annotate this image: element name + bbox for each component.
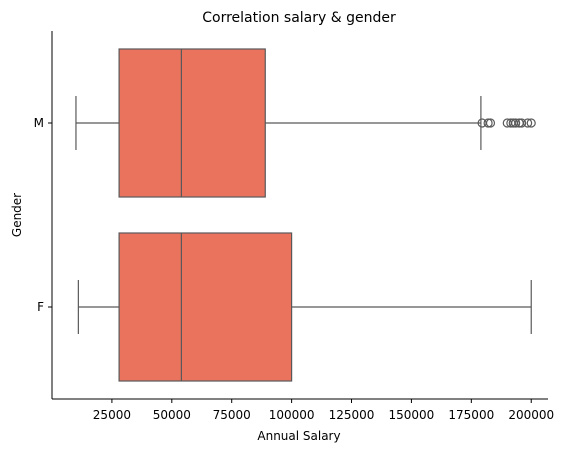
x-tick-label: 75000: [213, 408, 251, 422]
outlier-m: [517, 118, 527, 128]
outlier-m: [523, 118, 533, 128]
y-tick-label: M: [34, 116, 44, 130]
boxes-layer: [75, 48, 536, 382]
y-ticks: MF: [34, 116, 52, 314]
x-tick-label: 100000: [269, 408, 315, 422]
outlier-m: [483, 118, 493, 128]
x-tick-label: 150000: [389, 408, 435, 422]
box-m: [118, 48, 266, 198]
x-tick-label: 125000: [329, 408, 375, 422]
x-tick-label: 200000: [508, 408, 554, 422]
x-tick-label: 25000: [93, 408, 131, 422]
outlier-m: [485, 118, 496, 128]
x-ticks: 25000 50000 75000 100000 125000 150000 175000 2…: [93, 399, 554, 422]
box-group-m: [75, 48, 536, 198]
outlier-m: [526, 118, 536, 128]
x-axis-label: Annual Salary: [257, 429, 340, 443]
x-tick-label: 50000: [153, 408, 191, 422]
outlier-m: [511, 118, 521, 128]
y-axis-label: Gender: [10, 193, 24, 237]
box-group-f: [77, 232, 532, 382]
x-tick-label: 175000: [448, 408, 494, 422]
chart-title: Correlation salary & gender: [202, 10, 396, 26]
box-f: [118, 232, 293, 382]
y-tick-label: F: [37, 300, 44, 314]
